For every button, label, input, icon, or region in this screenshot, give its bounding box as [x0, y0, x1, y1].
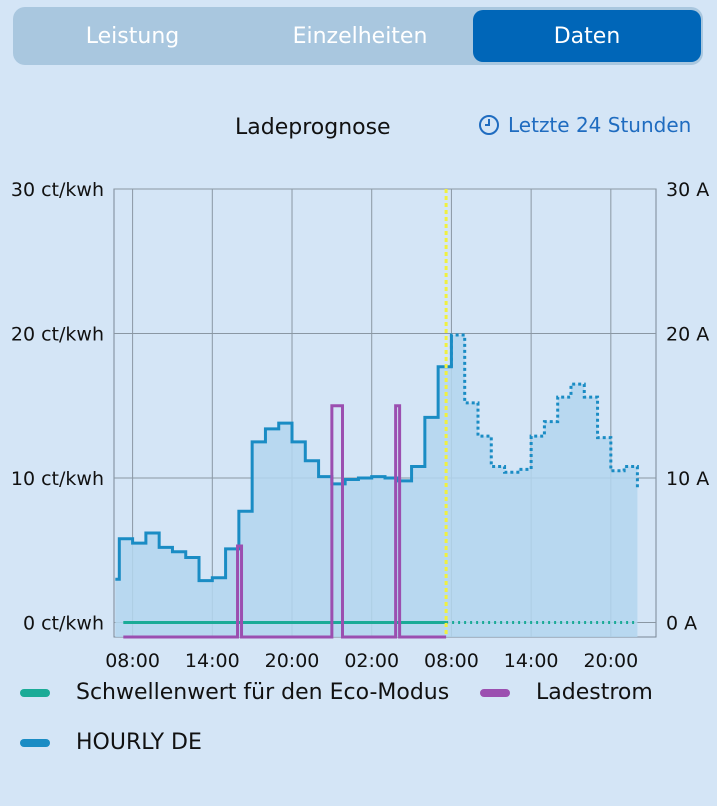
time-range-selector[interactable]: Letzte 24 Stunden [478, 113, 691, 137]
y-tick-label-left: 0 ct/kwh [23, 613, 104, 635]
clock-icon [479, 115, 499, 135]
y-tick-label-left: 10 ct/kwh [11, 468, 104, 490]
legend-hourly-swatch [20, 738, 50, 747]
tab-leistung[interactable]: Leistung [85, 23, 180, 49]
legend-hourly[interactable]: HOURLY DE [20, 730, 202, 755]
y-tick-label-right: 20 A [666, 324, 709, 346]
x-tick-label: 20:00 [265, 650, 320, 672]
time-range-label: Letzte 24 Stunden [508, 113, 692, 137]
y-tick-label-right: 30 A [666, 179, 709, 201]
legend-current[interactable]: Ladestrom [480, 680, 653, 705]
x-tick-label: 14:00 [504, 650, 559, 672]
y-tick-label-left: 20 ct/kwh [11, 324, 104, 346]
price-line-forecast [449, 333, 639, 489]
x-tick-label: 20:00 [583, 650, 638, 672]
price-chart: 30 ct/kwh 20 ct/kwh 10 ct/kwh 0 ct/kwh 30 A 2… [11, 179, 709, 672]
y-tick-label-right: 0 A [666, 613, 697, 635]
legend-current-label: Ladestrom [536, 680, 653, 705]
x-tick-label: 02:00 [344, 650, 399, 672]
legend-current-swatch [480, 688, 510, 697]
tab-daten[interactable]: Daten [473, 10, 701, 62]
y-tick-label-right: 10 A [666, 468, 709, 490]
charging-current-line [123, 404, 447, 639]
chart-title: Ladeprognose [235, 115, 391, 140]
legend-eco-swatch [20, 688, 50, 697]
price-area [115, 334, 638, 637]
x-tick-label: 08:00 [424, 650, 479, 672]
x-tick-label: 14:00 [185, 650, 240, 672]
legend-hourly-label: HOURLY DE [76, 730, 202, 755]
y-tick-label-left: 30 ct/kwh [11, 179, 104, 201]
legend-eco-label: Schwellenwert für den Eco-Modus [76, 680, 450, 705]
legend-eco[interactable]: Schwellenwert für den Eco-Modus [20, 680, 449, 705]
x-tick-label: 08:00 [105, 650, 160, 672]
tab-bar: Leistung Einzelheiten Daten [13, 7, 703, 65]
tab-einzelheiten[interactable]: Einzelheiten [292, 23, 428, 49]
